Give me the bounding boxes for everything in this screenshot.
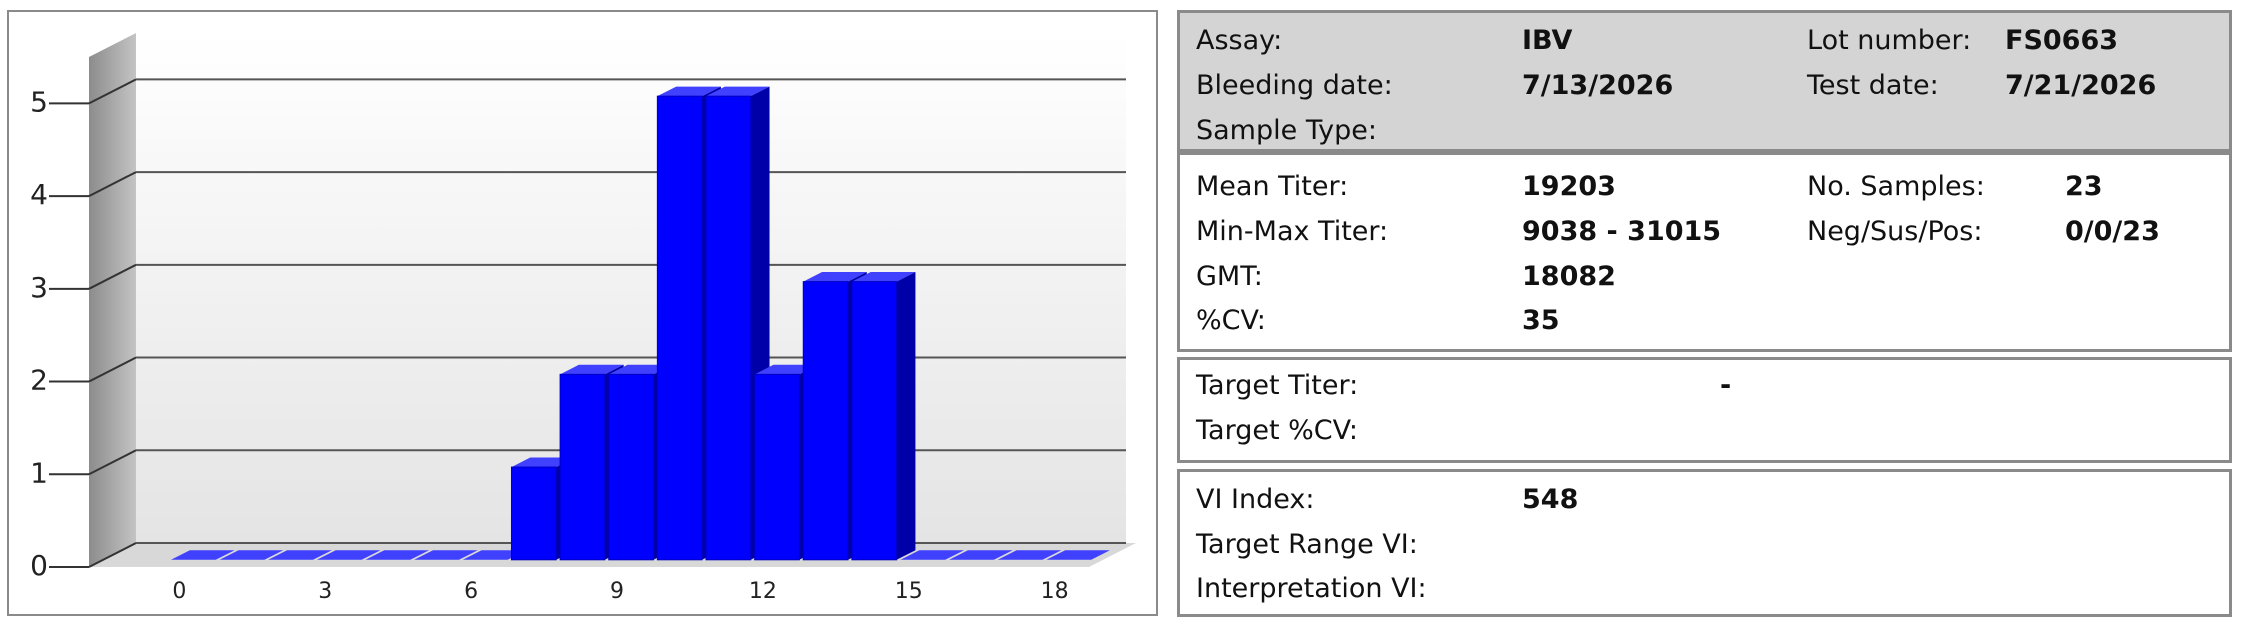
label: Lot number: <box>1807 25 1972 56</box>
value: 35 <box>1522 305 1560 336</box>
bar <box>802 281 849 561</box>
side-wall <box>89 33 136 567</box>
grid-line <box>88 263 137 290</box>
bar <box>705 95 752 561</box>
label: VI Index: <box>1196 484 1315 515</box>
grid-line <box>88 356 137 383</box>
grid-line <box>88 78 137 105</box>
label: Sample Type: <box>1196 115 1377 146</box>
label: Target %CV: <box>1196 415 1358 446</box>
y-tick-label: 4 <box>30 178 48 211</box>
bar <box>608 373 654 561</box>
value: IBV <box>1522 25 1573 56</box>
label: Interpretation VI: <box>1196 573 1427 604</box>
label: Mean Titer: <box>1196 171 1349 202</box>
label: Target Titer: <box>1196 370 1359 401</box>
label: Test date: <box>1807 70 1939 101</box>
value: 0/0/23 <box>2065 216 2160 247</box>
bar-side <box>896 272 916 560</box>
label: %CV: <box>1196 305 1266 336</box>
bar-top <box>900 550 965 560</box>
target-panel: Target Titer: - Target %CV: <box>1177 357 2232 463</box>
bar <box>559 373 606 561</box>
chart-panel: 0 1 2 3 4 5 0 3 6 9 12 15 18 <box>7 10 1158 616</box>
value: 23 <box>2065 171 2103 202</box>
bar-top <box>219 550 284 560</box>
value: 7/13/2026 <box>1522 70 1674 101</box>
value: 19203 <box>1522 171 1616 202</box>
value: 548 <box>1522 484 1579 515</box>
x-tick-label: 12 <box>749 579 777 604</box>
value: 7/21/2026 <box>2005 70 2157 101</box>
x-tick-label: 18 <box>1041 579 1069 604</box>
bar <box>851 281 898 561</box>
x-tick-label: 6 <box>464 579 478 604</box>
y-tick-label: 3 <box>30 271 48 304</box>
bar-top <box>462 550 527 560</box>
x-tick-label: 3 <box>318 579 332 604</box>
bar-top <box>754 364 819 375</box>
bar-top <box>851 272 916 282</box>
bar-top <box>268 550 332 560</box>
label: Target Range VI: <box>1196 529 1418 560</box>
sample-info-panel: Assay: IBV Lot number: FS0663 Bleeding d… <box>1177 10 2232 152</box>
bar-top <box>171 550 235 560</box>
y-tick-label: 5 <box>30 85 48 118</box>
value: - <box>1720 370 1732 401</box>
grid-line <box>88 449 137 476</box>
bar-top <box>949 550 1013 560</box>
value: 9038 - 31015 <box>1522 216 1722 247</box>
x-tick-label: 9 <box>610 579 624 604</box>
x-tick-label: 0 <box>172 579 186 604</box>
vi-panel: VI Index: 548 Target Range VI: Interpret… <box>1177 469 2232 617</box>
y-tick-label: 2 <box>30 364 48 397</box>
bar <box>754 373 800 561</box>
bar-top <box>705 86 770 97</box>
grid-line <box>88 542 137 568</box>
titer-stats-panel: Mean Titer: 19203 No. Samples: 23 Min-Ma… <box>1177 152 2232 352</box>
bar-top <box>414 550 478 560</box>
bar-top <box>608 364 673 375</box>
label: Min-Max Titer: <box>1196 216 1389 247</box>
bar-top <box>511 457 576 468</box>
bar-top <box>365 550 430 560</box>
x-tick-label: 15 <box>895 579 923 604</box>
bar-top <box>560 364 624 375</box>
y-tick-label: 0 <box>30 549 48 582</box>
label: Neg/Sus/Pos: <box>1807 216 1983 247</box>
bar-top <box>803 272 867 282</box>
label: No. Samples: <box>1807 171 1985 202</box>
bar-top <box>1046 550 1110 560</box>
value: FS0663 <box>2005 25 2119 56</box>
label: Assay: <box>1196 25 1283 56</box>
value: 18082 <box>1522 261 1616 292</box>
bar <box>510 466 557 561</box>
bar <box>656 95 703 561</box>
grid-line <box>88 171 137 197</box>
y-tick-label: 1 <box>30 456 48 489</box>
label: GMT: <box>1196 261 1263 292</box>
bar-top <box>657 86 721 97</box>
bar-top <box>316 550 381 560</box>
label: Bleeding date: <box>1196 70 1393 101</box>
bar-top <box>997 550 1062 560</box>
